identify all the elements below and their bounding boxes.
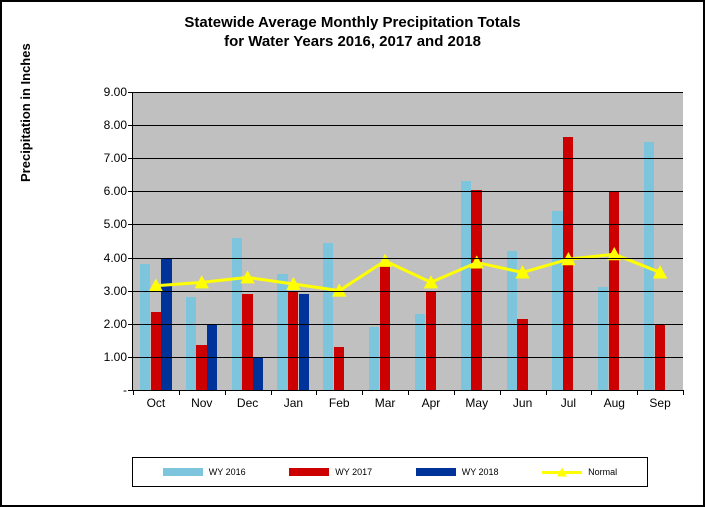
legend-swatch-wy2016 — [163, 468, 203, 476]
x-tick-label: May — [465, 396, 488, 410]
x-tick-label: Jun — [513, 396, 532, 410]
legend-label-wy2018: WY 2018 — [462, 467, 499, 477]
bar — [380, 264, 390, 390]
bar — [507, 251, 517, 390]
gridline — [133, 324, 683, 325]
bar — [253, 357, 263, 390]
bar — [563, 137, 573, 390]
legend-swatch-normal — [542, 471, 582, 474]
title-line-1: Statewide Average Monthly Precipitation … — [2, 14, 703, 33]
bar — [299, 294, 309, 390]
y-axis-label: Precipitation in Inches — [18, 43, 33, 182]
gridline — [133, 125, 683, 126]
y-tick-label: 2.00 — [104, 317, 127, 331]
y-tick-label: 3.00 — [104, 284, 127, 298]
y-tick-label: 9.00 — [104, 85, 127, 99]
legend-item-wy2017: WY 2017 — [289, 467, 372, 477]
legend-swatch-wy2017 — [289, 468, 329, 476]
x-tick-label: Sep — [649, 396, 670, 410]
legend-label-wy2017: WY 2017 — [335, 467, 372, 477]
legend-item-wy2018: WY 2018 — [416, 467, 499, 477]
bar — [196, 345, 206, 390]
y-tick-label: 1.00 — [104, 350, 127, 364]
legend-item-normal: Normal — [542, 467, 617, 477]
bar — [288, 291, 298, 390]
y-tick-label: 5.00 — [104, 217, 127, 231]
legend-item-wy2016: WY 2016 — [163, 467, 246, 477]
bar — [517, 319, 527, 390]
chart-frame: Statewide Average Monthly Precipitation … — [0, 0, 705, 507]
bar — [461, 181, 471, 390]
gridline — [133, 92, 683, 93]
x-tick-label: Jan — [284, 396, 303, 410]
x-tick-label: Dec — [237, 396, 258, 410]
bar — [369, 327, 379, 390]
x-tick-label: Feb — [329, 396, 350, 410]
legend-label-wy2016: WY 2016 — [209, 467, 246, 477]
chart-title: Statewide Average Monthly Precipitation … — [2, 2, 703, 52]
gridline — [133, 191, 683, 192]
bar — [140, 264, 150, 390]
y-tick-label: 4.00 — [104, 251, 127, 265]
gridline — [133, 258, 683, 259]
plot-area: -1.002.003.004.005.006.007.008.009.00Oct… — [132, 92, 683, 391]
bar — [426, 292, 436, 390]
bar — [323, 243, 333, 390]
bar — [232, 238, 242, 390]
gridline — [133, 357, 683, 358]
bar — [242, 294, 252, 390]
bar — [334, 347, 344, 390]
gridline — [133, 291, 683, 292]
y-tick-label: 6.00 — [104, 184, 127, 198]
x-tick-label: Aug — [604, 396, 625, 410]
bar — [415, 314, 425, 390]
chart-area: -1.002.003.004.005.006.007.008.009.00Oct… — [62, 92, 683, 415]
x-tick-label: Jul — [561, 396, 576, 410]
title-line-2: for Water Years 2016, 2017 and 2018 — [2, 33, 703, 52]
y-tick-label: 7.00 — [104, 151, 127, 165]
bar — [186, 297, 196, 390]
gridline — [133, 224, 683, 225]
bar — [644, 142, 654, 390]
y-tick-label: 8.00 — [104, 118, 127, 132]
legend: WY 2016 WY 2017 WY 2018 Normal — [132, 457, 648, 487]
y-tick-label: - — [123, 383, 127, 397]
x-tick-label: Oct — [147, 396, 166, 410]
bars-layer — [133, 92, 683, 390]
x-tick-label: Nov — [191, 396, 212, 410]
x-tick-label: Apr — [422, 396, 441, 410]
bar — [598, 287, 608, 390]
bar — [552, 211, 562, 390]
legend-swatch-wy2018 — [416, 468, 456, 476]
gridline — [133, 158, 683, 159]
x-tick-label: Mar — [375, 396, 396, 410]
legend-label-normal: Normal — [588, 467, 617, 477]
